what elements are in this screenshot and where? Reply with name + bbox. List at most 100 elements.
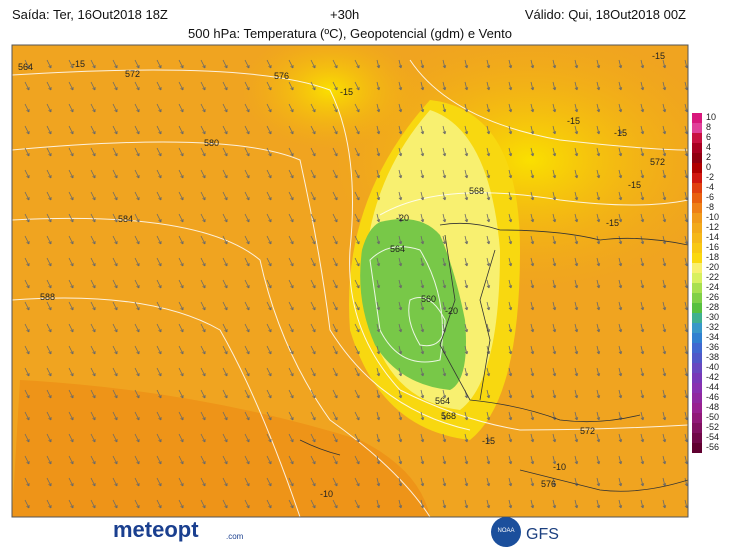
wind-arrow — [46, 433, 52, 443]
wind-arrow — [574, 499, 579, 509]
wind-arrow — [640, 367, 645, 377]
wind-arrow — [464, 103, 469, 113]
wind-arrow — [46, 147, 52, 157]
wind-arrow — [134, 301, 140, 311]
wind-arrow — [266, 367, 272, 377]
map-title: 500 hPa: Temperatura (ºC), Geopotencial … — [188, 26, 512, 41]
contour-label: 572 — [580, 426, 595, 436]
wind-arrow — [662, 389, 667, 399]
wind-arrow — [200, 279, 206, 289]
wind-arrow — [574, 433, 579, 443]
wind-arrow — [398, 433, 403, 443]
wind-arrow — [508, 235, 513, 245]
wind-arrow — [222, 257, 228, 267]
wind-arrow — [618, 389, 623, 399]
wind-arrow — [68, 235, 74, 245]
colorbar-swatch — [692, 273, 702, 283]
colorbar-swatch — [692, 193, 702, 203]
wind-arrow — [178, 477, 184, 487]
wind-arrow — [442, 81, 447, 91]
wind-arrow — [244, 147, 250, 157]
wind-arrow — [398, 367, 403, 377]
colorbar-swatch — [692, 443, 702, 453]
wind-arrow — [332, 213, 338, 223]
wind-arrow — [112, 345, 118, 355]
wind-arrow — [200, 235, 206, 245]
wind-arrow — [332, 169, 338, 179]
wind-arrow — [332, 389, 338, 399]
wind-arrow — [486, 235, 491, 245]
wind-arrow — [134, 169, 140, 179]
wind-arrow — [574, 59, 579, 69]
wind-arrow — [376, 103, 381, 113]
wind-arrow — [266, 499, 272, 509]
wind-arrow — [90, 257, 96, 267]
wind-arrow — [112, 455, 118, 465]
wind-arrow — [596, 59, 601, 69]
wind-arrow — [662, 279, 667, 289]
wind-arrow — [420, 279, 425, 289]
wind-arrow — [398, 455, 403, 465]
wind-arrow — [310, 499, 316, 509]
wind-arrow — [222, 147, 228, 157]
wind-arrow — [178, 345, 184, 355]
wind-arrow — [90, 345, 96, 355]
colorbar-tick-label: -38 — [706, 352, 719, 362]
wind-arrow — [552, 455, 557, 465]
wind-arrow — [222, 367, 228, 377]
wind-arrow — [398, 81, 403, 91]
wind-arrow — [178, 147, 184, 157]
wind-arrow — [552, 169, 557, 179]
wind-arrow — [68, 411, 74, 421]
colorbar-swatch — [692, 243, 702, 253]
issued: Saída: Ter, 16Out2018 18Z — [12, 7, 168, 22]
wind-arrow — [530, 433, 535, 443]
wind-arrow — [134, 213, 140, 223]
wind-arrow — [420, 389, 425, 399]
wind-arrow — [24, 235, 30, 245]
colorbar-swatch — [692, 313, 702, 323]
wind-arrow — [640, 323, 645, 333]
wind-arrow — [618, 367, 623, 377]
contour-label: 576 — [541, 479, 556, 489]
wind-arrow — [288, 411, 294, 421]
wind-arrow — [112, 323, 118, 333]
wind-arrow — [442, 411, 447, 421]
wind-arrow — [266, 323, 272, 333]
wind-arrow — [574, 257, 579, 267]
colorbar-swatch — [692, 413, 702, 423]
wind-arrow — [574, 235, 579, 245]
wind-arrow — [574, 125, 579, 135]
wind-arrow — [310, 477, 316, 487]
contour-label: -15 — [606, 218, 619, 228]
wind-arrow — [332, 345, 338, 355]
wind-arrow — [24, 169, 30, 179]
wind-arrow — [486, 257, 491, 267]
wind-arrow — [156, 455, 162, 465]
wind-arrow — [464, 345, 469, 355]
wind-arrow — [552, 191, 557, 201]
wind-arrow — [46, 81, 52, 91]
wind-arrow — [266, 81, 272, 91]
wind-arrow — [24, 81, 30, 91]
wind-arrow — [24, 499, 30, 509]
wind-arrow — [376, 433, 381, 443]
colorbar-swatch — [692, 363, 702, 373]
wind-arrow — [332, 455, 338, 465]
wind-arrow — [112, 411, 118, 421]
wind-arrow — [574, 411, 579, 421]
wind-arrow — [134, 323, 140, 333]
wind-arrow — [288, 301, 294, 311]
wind-arrow — [112, 81, 118, 91]
wind-arrow — [486, 103, 491, 113]
wind-arrow — [244, 235, 250, 245]
colorbar-tick-label: -28 — [706, 302, 719, 312]
wind-arrow — [420, 367, 425, 377]
wind-arrow — [112, 279, 118, 289]
wind-arrow — [90, 477, 96, 487]
wind-arrow — [266, 345, 272, 355]
colorbar-tick-label: -8 — [706, 202, 714, 212]
wind-arrow — [464, 213, 469, 223]
colorbar-tick-label: -36 — [706, 342, 719, 352]
colorbar-swatch — [692, 223, 702, 233]
